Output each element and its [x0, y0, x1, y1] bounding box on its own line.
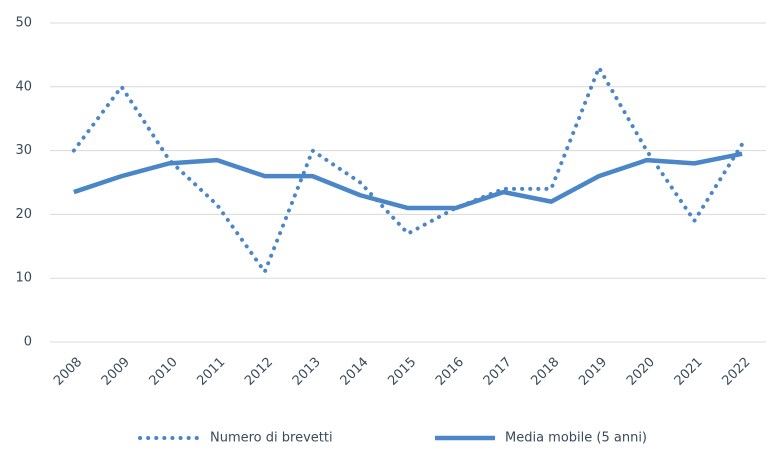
legend-label: Media mobile (5 anni)	[505, 431, 647, 446]
x-tick-label: 2018	[528, 355, 562, 389]
y-tick-label: 0	[24, 335, 32, 350]
x-tick-label: 2015	[385, 355, 419, 389]
x-tick-label: 2013	[290, 355, 324, 389]
y-tick-label: 30	[15, 143, 32, 158]
x-tick-label: 2010	[147, 355, 181, 389]
x-tick-label: 2021	[672, 355, 706, 389]
x-tick-label: 2008	[51, 355, 85, 389]
y-tick-label: 20	[15, 207, 32, 222]
y-tick-label: 50	[15, 16, 32, 31]
x-tick-label: 2012	[242, 355, 276, 389]
x-tick-label: 2011	[194, 355, 228, 389]
series-line	[71, 63, 745, 276]
x-tick-label: 2020	[624, 355, 658, 389]
x-tick-label: 2019	[576, 355, 610, 389]
y-tick-label: 10	[15, 271, 32, 286]
x-tick-label: 2022	[719, 355, 753, 389]
series-line	[73, 151, 743, 211]
x-tick-label: 2016	[433, 355, 467, 389]
x-tick-label: 2017	[481, 355, 515, 389]
x-tick-label: 2009	[99, 355, 133, 389]
x-tick-label: 2014	[338, 355, 372, 389]
y-tick-label: 40	[15, 79, 32, 94]
legend-label: Numero di brevetti	[210, 431, 333, 446]
